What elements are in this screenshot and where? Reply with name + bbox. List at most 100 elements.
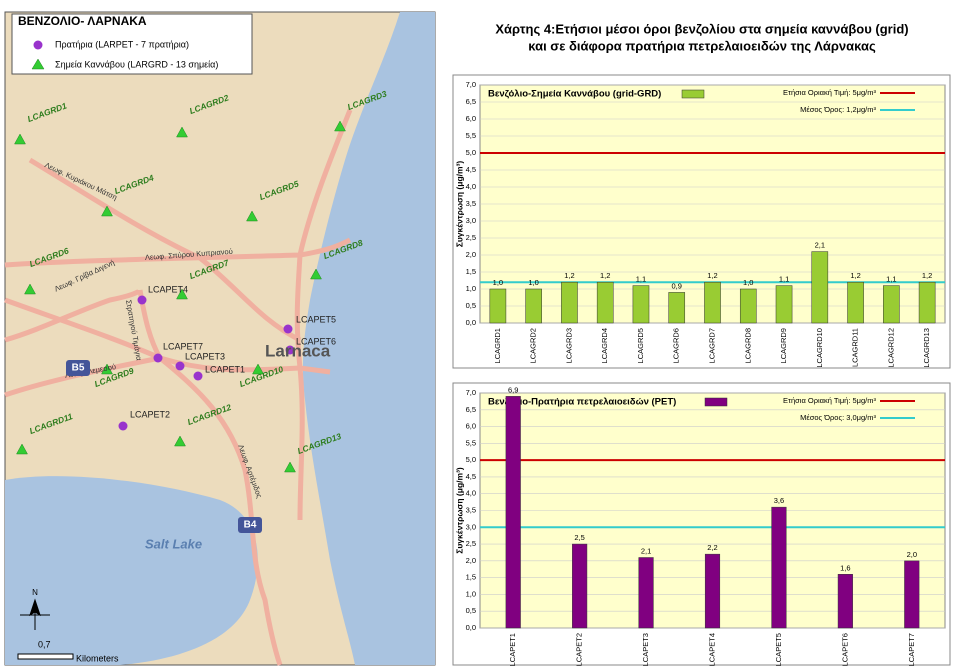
station-label: LCAPET4 (148, 284, 188, 294)
grid-point (252, 363, 264, 375)
bar (668, 292, 686, 324)
road-shield (238, 517, 262, 533)
value-label: 1,2 (564, 271, 574, 280)
grid-point (24, 283, 36, 295)
road-shield (66, 360, 90, 376)
x-tick-label: LCAGRD3 (564, 328, 573, 363)
station (118, 421, 128, 431)
station-label: LCAPET2 (130, 409, 170, 419)
legend-entry: Μέσος Όρος: 3,0μg/m³ (800, 413, 876, 422)
grid-point (246, 210, 258, 222)
road-shield-label: B5 (72, 363, 85, 374)
scale-label: 0,7 (38, 639, 51, 649)
bar (811, 251, 829, 324)
value-label: 1,0 (743, 278, 753, 287)
grid-point (14, 133, 26, 145)
grid-point (284, 461, 296, 473)
grid-point (310, 268, 322, 280)
bar (525, 288, 542, 324)
x-tick-label: LCAGRD13 (922, 328, 931, 368)
legend-swatch (681, 89, 705, 99)
value-label: 1,1 (636, 275, 646, 284)
bar (883, 285, 900, 324)
x-tick-label: LCAGRD11 (851, 328, 860, 367)
y-tick-label: 4,0 (466, 489, 476, 498)
y-tick-label: 4,5 (466, 472, 476, 481)
bar (775, 285, 793, 324)
bar (638, 557, 654, 629)
scale-bar (17, 653, 74, 660)
legend-entry: Ετήσια Οριακή Τιμή: 5μg/m³ (783, 396, 876, 405)
y-tick-label: 7,0 (466, 80, 476, 89)
y-tick-label: 0,0 (466, 318, 476, 327)
station-label: LCAPET3 (185, 351, 225, 361)
y-axis-label: Συγκέντρωση (μg/m³) (454, 161, 464, 248)
map-legend (11, 13, 253, 75)
legend-entry: Ετήσια Οριακή Τιμή: 5μg/m³ (783, 88, 876, 97)
value-label: 1,1 (779, 275, 789, 284)
x-tick-label: LCAGRD12 (886, 328, 895, 368)
x-tick-label: LCAGRD9 (779, 328, 788, 363)
value-label: 1,1 (886, 275, 896, 284)
y-tick-label: 2,5 (466, 539, 476, 548)
y-tick-label: 3,5 (466, 505, 476, 514)
bar (837, 574, 853, 629)
y-tick-label: 1,0 (466, 284, 476, 293)
value-label: 6,9 (508, 385, 518, 394)
y-tick-label: 4,0 (466, 182, 476, 191)
grid-point (176, 126, 188, 138)
y-tick-label: 0,5 (466, 301, 476, 310)
station-label: LCAPET7 (163, 341, 203, 351)
x-tick-label: LCAPET2 (575, 633, 584, 666)
y-tick-label: 4,5 (466, 165, 476, 174)
legend-entry: Πρατήρια (LARPET - 7 πρατήρια) (55, 39, 189, 49)
bar (904, 560, 920, 629)
value-label: 1,6 (840, 563, 850, 572)
bar (847, 281, 864, 324)
value-label: 2,1 (815, 241, 825, 250)
y-tick-label: 6,5 (466, 97, 476, 106)
y-tick-label: 3,5 (466, 199, 476, 208)
grid-point (101, 205, 113, 217)
bar (704, 281, 721, 324)
value-label: 1,2 (600, 271, 610, 280)
y-tick-label: 1,5 (466, 573, 476, 582)
place-label: Salt Lake (145, 536, 202, 551)
x-tick-label: LCAPET5 (774, 633, 783, 666)
station-label: LCAPET6 (296, 336, 336, 346)
value-label: 2,5 (574, 533, 584, 542)
x-tick-label: LCAPET4 (707, 633, 716, 666)
salt-lake (5, 476, 258, 665)
y-tick-label: 0,0 (466, 623, 476, 632)
x-tick-label: LCAGRD6 (672, 328, 681, 363)
bar (632, 285, 650, 324)
place-label: Larnaca (265, 341, 331, 360)
legend-grid-icon (31, 58, 45, 70)
x-tick-label: LCAPET1 (508, 633, 517, 666)
y-tick-label: 2,0 (466, 556, 476, 565)
x-tick-label: LCAGRD8 (743, 328, 752, 363)
legend-entry: Βενζόλιο-Πρατήρια πετρελαιοειδών (PET) (488, 397, 676, 408)
bar (704, 553, 721, 629)
x-tick-label: LCAPET6 (840, 633, 849, 666)
value-label: 2,2 (707, 543, 717, 552)
value-label: 0,9 (672, 281, 682, 290)
y-tick-label: 6,5 (466, 405, 476, 414)
y-axis-label: Συγκέντρωση (μg/m³) (454, 467, 464, 554)
y-tick-label: 6,0 (466, 422, 476, 431)
station (137, 295, 147, 305)
x-tick-label: LCAGRD1 (493, 328, 502, 363)
bar (918, 281, 936, 324)
station-label: LCAPET1 (205, 364, 245, 374)
sea (302, 12, 435, 665)
north-label: N (32, 588, 38, 597)
x-tick-label: LCAGRD10 (815, 328, 824, 368)
x-tick-label: LCAGRD4 (600, 328, 609, 363)
map-title: ΒΕΝΖΟΛΙΟ- ΛΑΡΝΑΚΑ (18, 14, 147, 28)
x-tick-label: LCAPET7 (907, 633, 916, 666)
grid-point (101, 363, 113, 375)
y-tick-label: 5,0 (466, 455, 476, 464)
value-label: 2,1 (641, 546, 651, 555)
legend-swatch (704, 397, 728, 407)
value-label: 1,2 (707, 271, 717, 280)
